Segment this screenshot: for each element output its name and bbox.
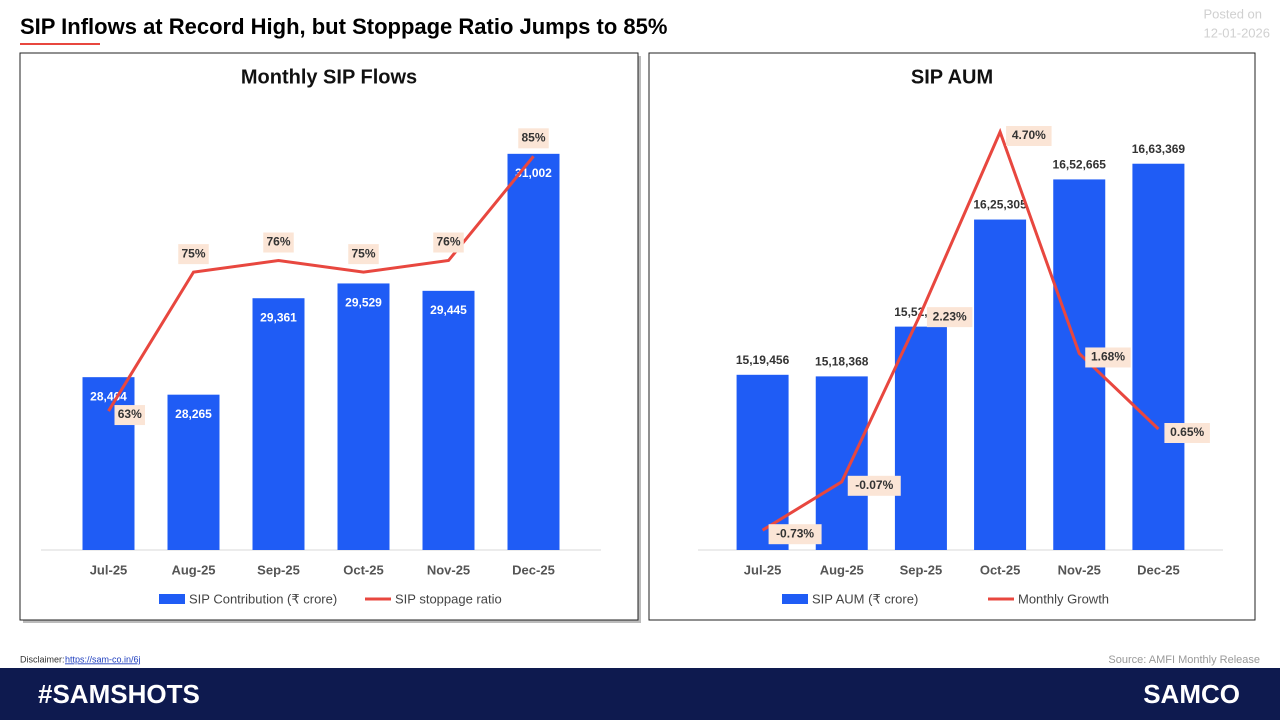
label-bg bbox=[263, 232, 294, 253]
bar bbox=[507, 153, 560, 550]
disclaimer-link[interactable]: https://sam-co.in/6j bbox=[65, 654, 141, 664]
bar bbox=[736, 374, 789, 550]
label-bg bbox=[768, 524, 822, 545]
bar-value-label: 15,19,456 bbox=[736, 353, 790, 367]
posted-label: Posted on bbox=[1203, 6, 1262, 21]
x-tick-label: Jul-25 bbox=[744, 562, 782, 577]
x-tick-label: Sep-25 bbox=[257, 562, 300, 577]
legend-label: SIP Contribution (₹ crore) bbox=[189, 591, 337, 606]
x-tick-label: Oct-25 bbox=[343, 562, 383, 577]
footer-band bbox=[0, 668, 1280, 720]
x-tick-label: Oct-25 bbox=[980, 562, 1020, 577]
legend-label: Monthly Growth bbox=[1018, 591, 1109, 606]
bar-value-label: 29,529 bbox=[345, 296, 382, 310]
bar bbox=[815, 376, 868, 550]
bar bbox=[1132, 163, 1185, 550]
x-tick-label: Sep-25 bbox=[900, 562, 943, 577]
line-value-label: 0.65% bbox=[1170, 425, 1204, 439]
bar-value-label: 15,18,368 bbox=[815, 355, 869, 369]
legend-swatch bbox=[159, 594, 185, 604]
line-value-label: 1.68% bbox=[1091, 350, 1125, 364]
bar-value-label: 16,63,369 bbox=[1132, 142, 1186, 156]
bar bbox=[337, 283, 390, 550]
line-value-label: 2.23% bbox=[933, 309, 967, 323]
label-bg bbox=[1006, 126, 1052, 146]
source: Source: AMFI Monthly Release bbox=[1108, 654, 1260, 666]
label-bg bbox=[114, 405, 145, 426]
legend-label: SIP AUM (₹ crore) bbox=[812, 591, 918, 606]
line-value-label: 76% bbox=[436, 235, 460, 249]
page-title: SIP Inflows at Record High, but Stoppage… bbox=[20, 14, 667, 39]
bar bbox=[167, 394, 220, 550]
line-value-label: 4.70% bbox=[1012, 128, 1046, 142]
label-bg bbox=[926, 307, 973, 328]
hashtag: #SAMSHOTS bbox=[38, 679, 200, 709]
x-tick-label: Dec-25 bbox=[1137, 562, 1180, 577]
posted-date: 12-01-2026 bbox=[1204, 25, 1271, 40]
x-tick-label: Aug-25 bbox=[171, 562, 215, 577]
bar-value-label: 16,25,305 bbox=[973, 198, 1027, 212]
x-tick-label: Jul-25 bbox=[90, 562, 128, 577]
line-value-label: -0.73% bbox=[776, 526, 814, 540]
bar-value-label: 29,445 bbox=[430, 303, 467, 317]
line-value-label: -0.07% bbox=[855, 478, 893, 492]
x-tick-label: Dec-25 bbox=[512, 562, 555, 577]
bar-value-label: 28,265 bbox=[175, 407, 212, 421]
bar bbox=[252, 298, 305, 550]
line-value-label: 85% bbox=[521, 130, 545, 144]
label-bg bbox=[1085, 347, 1131, 368]
bar bbox=[894, 326, 947, 550]
chart-title: Monthly SIP Flows bbox=[241, 66, 417, 88]
x-tick-label: Aug-25 bbox=[820, 562, 864, 577]
bar bbox=[422, 290, 475, 550]
x-tick-label: Nov-25 bbox=[1058, 562, 1101, 577]
label-bg bbox=[433, 232, 464, 253]
brand: SAMCO bbox=[1143, 679, 1240, 709]
label-bg bbox=[178, 244, 209, 265]
line-value-label: 63% bbox=[118, 407, 142, 421]
legend-label: SIP stoppage ratio bbox=[395, 591, 502, 606]
disclaimer-label: Disclaimer: bbox=[20, 654, 65, 664]
line-value-label: 75% bbox=[181, 246, 205, 260]
line-value-label: 75% bbox=[351, 246, 375, 260]
label-bg bbox=[348, 244, 379, 265]
line-value-label: 76% bbox=[266, 235, 290, 249]
chart-title: SIP AUM bbox=[911, 66, 993, 88]
legend-swatch bbox=[782, 594, 808, 604]
bar bbox=[974, 219, 1027, 550]
label-bg bbox=[518, 128, 549, 149]
label-bg bbox=[1164, 423, 1210, 443]
label-bg bbox=[847, 475, 901, 496]
bar-value-label: 29,361 bbox=[260, 310, 297, 324]
x-tick-label: Nov-25 bbox=[427, 562, 470, 577]
bar-value-label: 16,52,665 bbox=[1053, 158, 1107, 172]
